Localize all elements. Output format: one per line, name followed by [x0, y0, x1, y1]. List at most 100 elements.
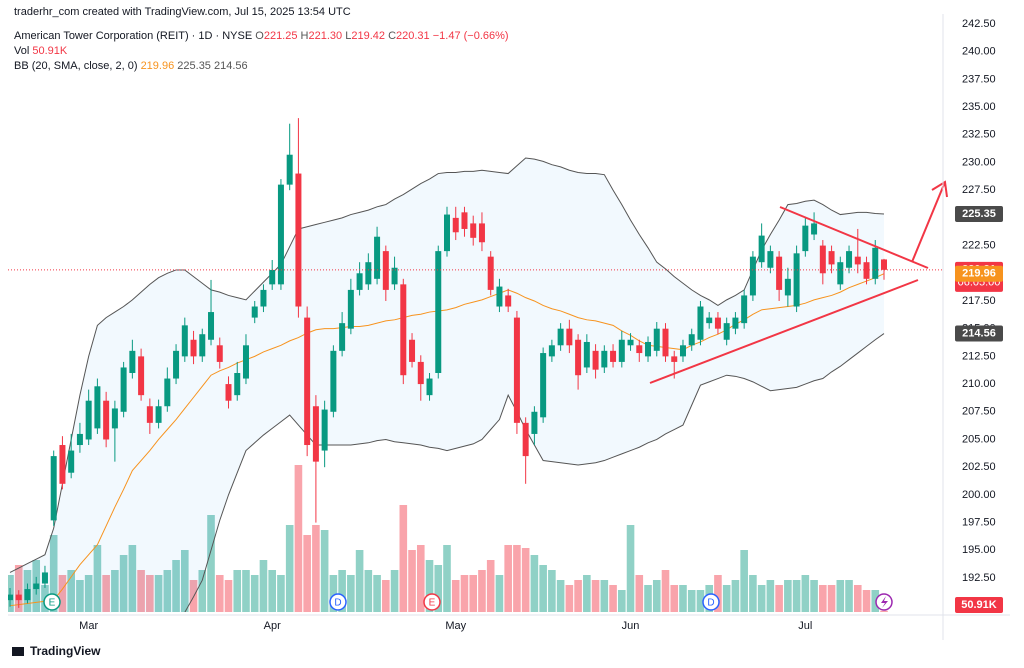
event-label: E — [429, 598, 436, 609]
volume-bar — [207, 515, 215, 612]
candle-body — [653, 328, 660, 351]
volume-bar — [539, 565, 547, 612]
trendline — [649, 279, 919, 384]
candle-body — [679, 345, 686, 357]
volume-bar — [714, 575, 722, 612]
x-tick-label: Mar — [79, 620, 98, 632]
volume-bar — [451, 580, 460, 612]
y-tick-label: 230.00 — [962, 156, 996, 168]
candle-body — [496, 286, 503, 307]
volume-bar — [233, 570, 242, 612]
volume-layer — [8, 465, 888, 612]
volume-bar — [810, 580, 818, 612]
volume-bar — [845, 580, 853, 612]
candle-body — [85, 400, 92, 440]
candle-body — [400, 284, 407, 376]
symbol: American Tower Corporation (REIT) · 1D ·… — [14, 30, 253, 42]
y-tick-label: 227.50 — [962, 184, 996, 196]
volume-bar — [93, 545, 102, 612]
candle-body — [68, 450, 75, 473]
candle-body — [173, 350, 180, 379]
legend-symbol-row: American Tower Corporation (REIT) · 1D ·… — [14, 29, 509, 44]
event-label: E — [49, 598, 56, 609]
volume-bar — [618, 590, 626, 612]
volume-name: Vol — [14, 45, 30, 57]
candle-body — [566, 328, 573, 346]
volume-bar — [425, 560, 434, 612]
ohlc-label: O — [255, 30, 264, 42]
candle-body — [461, 212, 468, 229]
volume-bar — [137, 570, 145, 612]
candle-body — [575, 339, 582, 376]
volume-bar — [591, 580, 600, 612]
candle-body — [277, 184, 284, 285]
volume-bar — [128, 545, 137, 612]
candle-body — [828, 251, 835, 265]
volume-bar — [329, 575, 338, 612]
candle-body — [339, 323, 346, 351]
candle-body — [321, 409, 328, 451]
x-tick-label: May — [445, 620, 466, 632]
candle-body — [129, 350, 136, 373]
candle-body — [881, 259, 887, 270]
volume-bar — [76, 580, 84, 612]
candle-body — [854, 256, 861, 265]
candle-body — [190, 339, 197, 357]
candle-body — [164, 378, 171, 407]
volume-bar — [513, 545, 521, 612]
y-tick-label: 200.00 — [962, 489, 996, 501]
candle-body — [540, 353, 547, 418]
volume-bar — [416, 545, 425, 612]
volume-bar — [722, 585, 731, 612]
x-tick-label: Apr — [264, 620, 281, 632]
volume-bar — [626, 525, 635, 612]
legend: American Tower Corporation (REIT) · 1D ·… — [14, 29, 509, 74]
volume-bar — [163, 570, 172, 612]
volume-bar — [635, 575, 644, 612]
ohlc-value: 221.30 — [308, 30, 343, 42]
ohlc-value: 220.31 — [396, 30, 430, 42]
bb-upper-badge — [955, 205, 1003, 222]
volume-bar — [460, 575, 469, 612]
y-tick-label: 195.00 — [962, 544, 996, 556]
candle-body — [382, 251, 389, 290]
candle-body — [15, 594, 22, 601]
candle-body — [76, 433, 83, 446]
candle-body — [225, 384, 232, 401]
candle-body — [522, 422, 529, 457]
bb-upper — [9, 157, 885, 573]
candle-body — [374, 236, 381, 279]
event-icon — [423, 593, 441, 611]
candle-body — [837, 262, 844, 285]
drawings — [649, 180, 948, 384]
y-tick-label: 235.00 — [962, 101, 996, 113]
candle-body — [513, 317, 520, 423]
candle-body — [487, 256, 494, 290]
event-label: D — [334, 598, 341, 609]
candle-body — [138, 356, 145, 396]
candle-body — [592, 350, 599, 370]
candle-body — [618, 339, 625, 362]
candle-body — [312, 406, 319, 462]
candle-body — [417, 361, 424, 385]
volume-bar — [198, 570, 207, 612]
candle-body — [776, 256, 783, 290]
candle-body — [304, 317, 311, 446]
candle-body — [269, 269, 276, 285]
y-tick-label: 192.50 — [962, 572, 996, 584]
volume-bar — [740, 550, 748, 612]
candle-body — [548, 345, 555, 357]
candle-body — [251, 306, 258, 318]
candle-body — [758, 235, 765, 263]
volume-bar — [600, 580, 609, 612]
bb-fill — [10, 158, 884, 612]
volume-bar — [766, 580, 775, 612]
candle-body — [347, 289, 354, 329]
volume-bar — [548, 570, 556, 612]
bb-basis: 219.96 — [140, 60, 175, 72]
volume-bar — [215, 575, 224, 612]
candle-body — [41, 572, 48, 584]
candle-body — [391, 267, 398, 285]
